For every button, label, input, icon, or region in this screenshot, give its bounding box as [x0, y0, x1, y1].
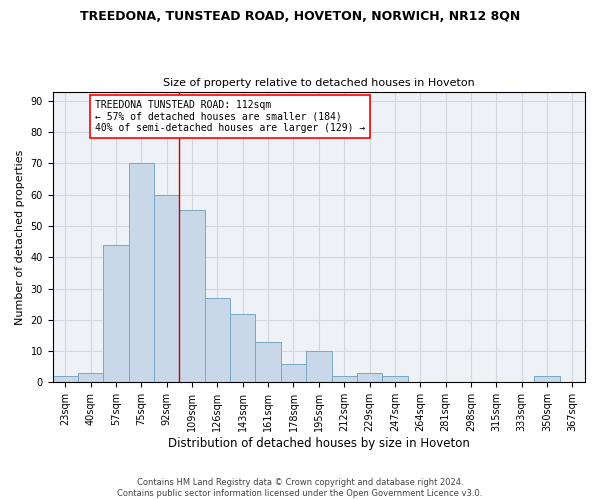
- Text: Contains HM Land Registry data © Crown copyright and database right 2024.
Contai: Contains HM Land Registry data © Crown c…: [118, 478, 482, 498]
- Bar: [306, 351, 332, 382]
- Bar: [230, 314, 256, 382]
- Y-axis label: Number of detached properties: Number of detached properties: [15, 150, 25, 324]
- Bar: [205, 298, 230, 382]
- Bar: [129, 164, 154, 382]
- Bar: [332, 376, 357, 382]
- Bar: [256, 342, 281, 382]
- Bar: [103, 245, 129, 382]
- Bar: [357, 373, 382, 382]
- Text: TREEDONA, TUNSTEAD ROAD, HOVETON, NORWICH, NR12 8QN: TREEDONA, TUNSTEAD ROAD, HOVETON, NORWIC…: [80, 10, 520, 23]
- Bar: [53, 376, 78, 382]
- Bar: [281, 364, 306, 382]
- Bar: [179, 210, 205, 382]
- Bar: [382, 376, 407, 382]
- X-axis label: Distribution of detached houses by size in Hoveton: Distribution of detached houses by size …: [168, 437, 470, 450]
- Text: TREEDONA TUNSTEAD ROAD: 112sqm
← 57% of detached houses are smaller (184)
40% of: TREEDONA TUNSTEAD ROAD: 112sqm ← 57% of …: [95, 100, 365, 134]
- Bar: [78, 373, 103, 382]
- Bar: [154, 194, 179, 382]
- Title: Size of property relative to detached houses in Hoveton: Size of property relative to detached ho…: [163, 78, 475, 88]
- Bar: [535, 376, 560, 382]
